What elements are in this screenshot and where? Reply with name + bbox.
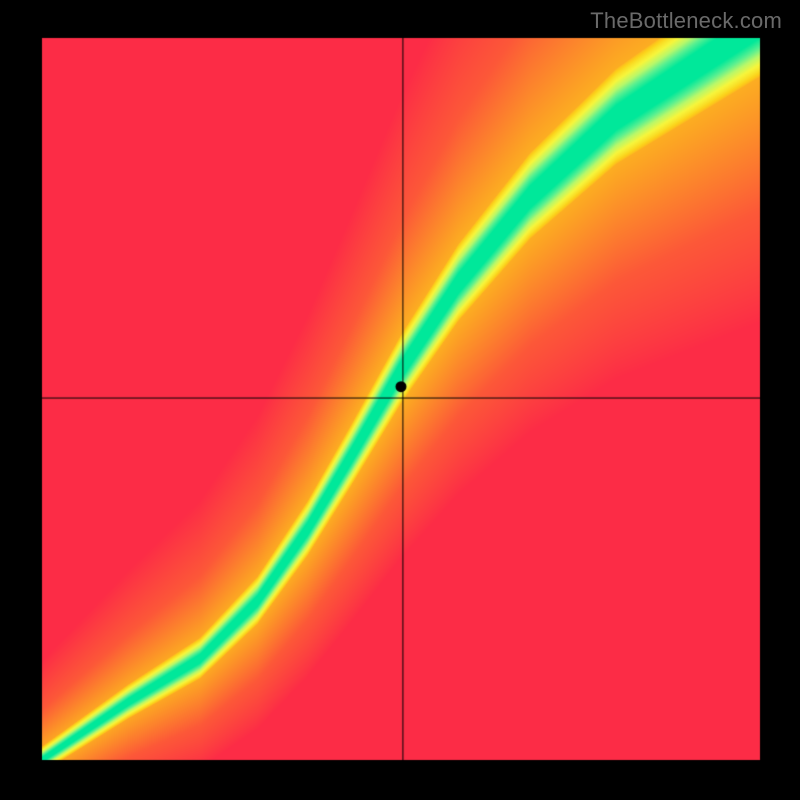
bottleneck-heatmap (0, 0, 800, 800)
chart-container: TheBottleneck.com (0, 0, 800, 800)
watermark-text: TheBottleneck.com (590, 8, 782, 34)
